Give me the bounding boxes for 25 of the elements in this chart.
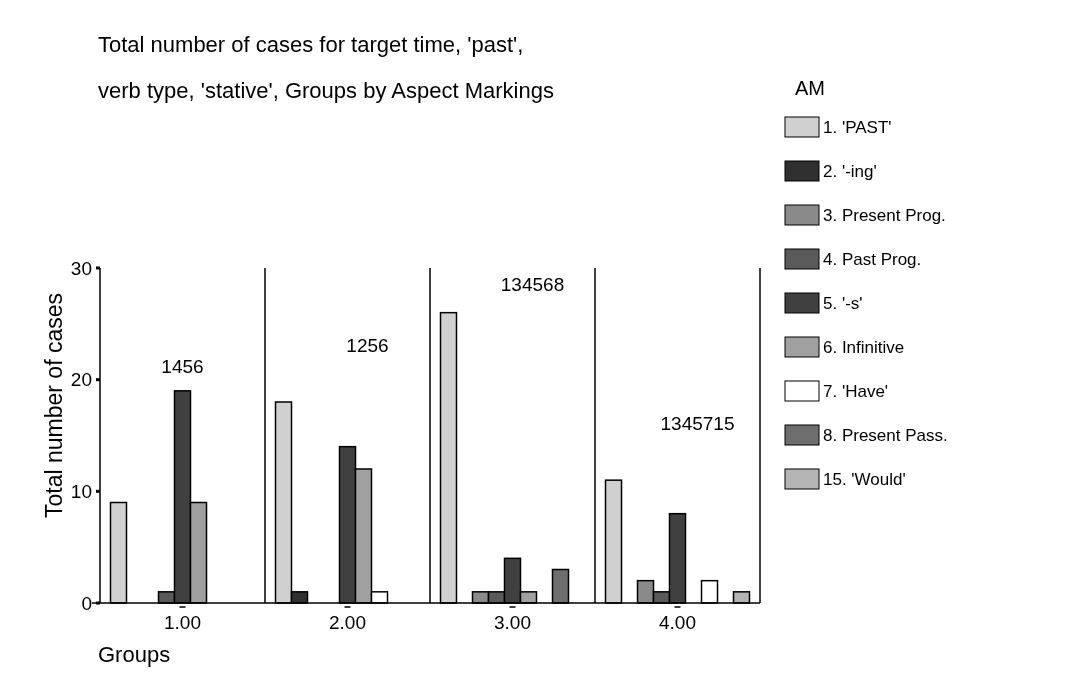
y-tick-label: 30 [70,257,92,279]
x-tick-label: 3.00 [494,612,531,633]
legend-title: AM [795,77,825,99]
legend-label: 7. 'Have' [823,381,889,401]
annotation: 1345715 [660,413,735,435]
legend-label: 3. Present Prog. [823,205,946,225]
annotation: 1256 [346,335,389,356]
legend-label: 5. '-s' [823,293,863,313]
legend-label: 2. '-ing' [823,161,877,181]
legend-label: 4. Past Prog. [823,249,922,269]
legend-label: 15. 'Would' [823,469,906,489]
annotation: 134568 [500,273,565,295]
legend-label: 6. Infinitive [823,337,905,357]
legend-label: 8. Present Pass. [823,425,948,445]
x-tick-label: 4.00 [659,612,696,633]
legend-label: 1. 'PAST' [823,117,892,137]
chart-title: Total number of cases for target time, 'past', verb type, 'stative', Groups by Aspect Markings [98,32,554,103]
annotation: 1456 [161,355,204,377]
x-tick-label: 1.00 [164,612,201,633]
y-axis-title: Total number of cases [41,292,67,519]
y-tick-label: 10 [70,480,92,502]
y-tick-label: 20 [70,369,92,391]
y-tick-label: 0 [81,592,92,614]
x-tick-label: 2.00 [329,612,366,633]
x-axis-title: Groups [98,642,171,667]
